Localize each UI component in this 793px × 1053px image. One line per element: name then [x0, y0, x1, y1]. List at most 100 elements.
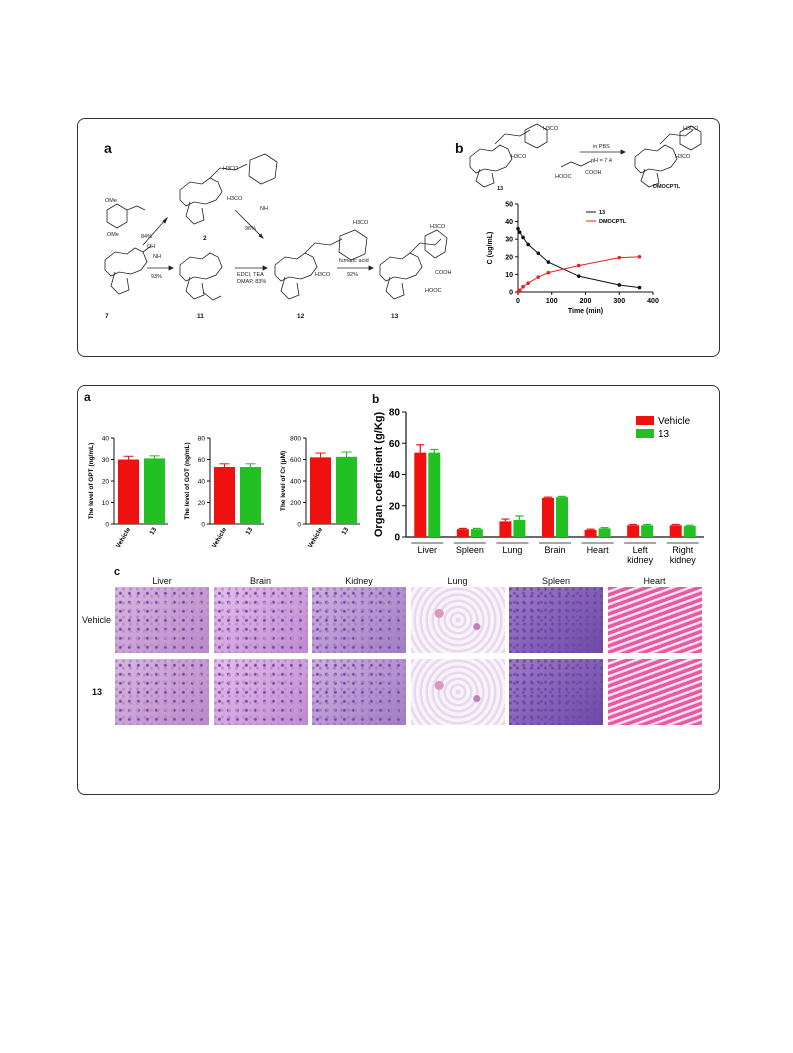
scheme-yield-96: 96%: [245, 226, 256, 232]
scheme-reagent-ome-1: OMe: [105, 198, 117, 204]
conversion-h3co-3: H3CO: [683, 126, 699, 132]
pk-y-axis-label: C (ug/mL): [487, 232, 494, 265]
bottom-panel-label-c: c: [114, 566, 121, 578]
conversion-scheme: in PBS pH = 7.4 H3CO H3CO H3CO H3CO HOOC…: [469, 123, 702, 192]
pk-series-point: [576, 274, 581, 278]
organ-y-tick-label: 40: [389, 470, 401, 481]
bar-y-tick-label: 20: [102, 479, 110, 486]
got-bar-chart: 0 20 40 60 80 The level of GOT (ng/mL) Vehicle…: [184, 436, 264, 549]
bar-y-tick-label: 10: [102, 500, 110, 507]
pk-series-point: [617, 283, 622, 287]
scheme-h3co-2: H3CO: [227, 196, 243, 202]
compound-13-label: 13: [391, 313, 399, 320]
scheme-dmap: DMAP, 83%: [237, 279, 266, 285]
pk-legend-label: DMOCPTL: [599, 219, 627, 225]
organ-legend-swatch: [636, 416, 654, 425]
bar-category-label: Vehicle: [115, 526, 132, 549]
bar-y-axis-label: The level of Cr (μM): [280, 451, 287, 511]
scheme-h3co-3: H3CO: [353, 220, 369, 226]
bar-y-tick-label: 200: [290, 500, 301, 507]
scheme-reagent-ome-2: OMe: [107, 232, 119, 238]
histology-image-kidney: [312, 659, 406, 725]
bar-y-axis-label: The level of GOT (ng/mL): [184, 442, 191, 519]
histology-column-label: Spleen: [541, 576, 571, 586]
histology-image-liver: [115, 659, 209, 725]
conversion-h3co-2: H3CO: [511, 154, 527, 160]
conversion-cmp13: 13: [497, 186, 503, 192]
bar-category-label: 13: [341, 526, 351, 536]
bar-y-tick-label: 80: [198, 436, 206, 443]
pk-series-point: [516, 226, 520, 231]
scheme-yield-92: 92%: [347, 272, 358, 278]
organ-legend-label: 13: [658, 429, 670, 440]
pk-x-tick-label: 400: [647, 298, 659, 305]
organ-y-tick-label: 80: [389, 408, 401, 419]
bottom-panel-label-b: b: [372, 392, 380, 406]
bar-y-tick-label: 30: [102, 457, 110, 464]
scheme-edci: EDCI, TEA: [237, 272, 264, 278]
pk-series-point: [546, 260, 551, 264]
organ-bar-vehicle: [627, 525, 640, 537]
scheme-yield-93: 93%: [151, 274, 162, 280]
organ-category-label: Right kidney: [670, 545, 697, 565]
histology-column-label: Heart: [643, 576, 666, 586]
compound-7-label: 7: [105, 313, 109, 320]
pk-series-point: [546, 270, 551, 275]
compound-11-label: 11: [197, 313, 204, 320]
organ-bar-compound-13: [513, 519, 526, 537]
histology-image-kidney: [312, 587, 406, 653]
histology-image-spleen: [509, 659, 603, 725]
cr-bar-chart: 0 200 400 600 800 The level of Cr (μM) Vehicle…: [280, 436, 360, 549]
bar-y-tick-label: 20: [198, 500, 206, 507]
organ-y-tick-label: 20: [389, 501, 401, 512]
conversion-h3co-4: H3CO: [675, 154, 691, 160]
compound-2-label: 2: [203, 235, 207, 242]
organ-coefficient-bar-chart: 0 20 40 60 80 Organ coefficient (g/Kg) Liver Sp…: [373, 408, 704, 565]
pk-series-point: [526, 242, 530, 247]
scheme-fumaric: fumaric acid: [339, 258, 369, 264]
gpt-bar-chart: 0 10 20 30 40 The level of GPT (ng/mL) Vehicle…: [88, 436, 168, 549]
pk-series-point: [637, 255, 642, 259]
organ-bar-compound-13: [428, 452, 441, 537]
organ-bar-vehicle: [499, 521, 512, 537]
conversion-hooc: HOOC: [555, 174, 572, 180]
synthesis-scheme: OMe OMe 84% NH 93% NH 96% EDCI, TEA DMAP…: [104, 153, 452, 320]
bar-compound-13: [144, 458, 165, 524]
histology-image-heart: [607, 659, 702, 725]
pk-series-point: [637, 285, 642, 290]
pk-y-tick-label: 50: [505, 202, 513, 209]
histology-image-lung: [410, 587, 505, 653]
histology-column-label: Liver: [152, 576, 172, 586]
organ-category-label: Liver: [418, 545, 438, 555]
scheme-hooc: HOOC: [425, 288, 442, 294]
pk-y-tick-label: 10: [505, 272, 513, 279]
conversion-cond-ph: pH = 7.4: [591, 158, 612, 164]
scheme-h3co-1: H3CO: [223, 166, 239, 172]
organ-bar-vehicle: [669, 525, 682, 537]
bar-y-tick-label: 60: [198, 457, 206, 464]
pk-y-tick-label: 40: [505, 219, 513, 226]
organ-bar-compound-13: [598, 528, 611, 537]
bar-y-axis-label: The level of GPT (ng/mL): [88, 443, 95, 520]
pk-x-tick-label: 300: [613, 298, 625, 305]
organ-y-tick-label: 60: [389, 439, 401, 450]
pk-x-tick-label: 100: [546, 298, 558, 305]
scheme-cooh: COOH: [435, 270, 452, 276]
organ-bar-vehicle: [414, 452, 427, 537]
histology-column-label: Kidney: [345, 576, 373, 586]
organ-category-label: Left kidney: [627, 545, 654, 565]
bottom-panel-label-a: a: [84, 390, 91, 404]
organ-y-axis-label: Organ coefficient (g/Kg): [373, 412, 385, 538]
bar-compound-13: [240, 467, 261, 524]
organ-bar-compound-13: [641, 525, 654, 537]
histology-image-brain: [213, 587, 308, 653]
bar-y-tick-label: 0: [201, 522, 205, 529]
bar-y-tick-label: 800: [290, 436, 301, 443]
pk-series-point: [617, 255, 622, 260]
organ-category-label: Spleen: [456, 545, 484, 555]
organ-bar-compound-13: [556, 497, 568, 537]
pk-series-point: [536, 251, 541, 256]
pk-x-axis-label: Time (min): [568, 308, 603, 315]
top-panel-label-a: a: [104, 140, 112, 156]
bar-vehicle: [214, 467, 235, 524]
